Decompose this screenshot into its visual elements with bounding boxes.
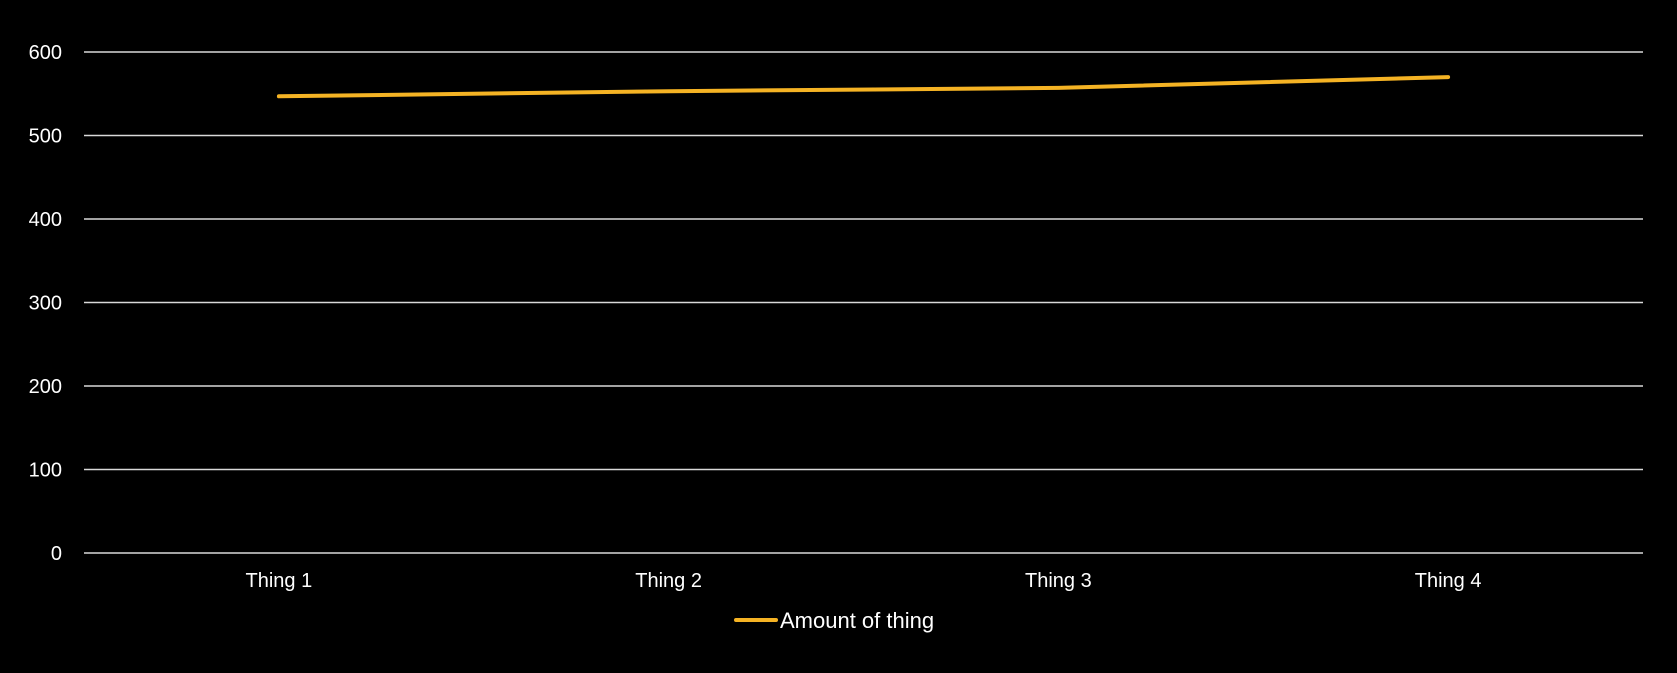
y-axis-tick-labels: 0 100 200 300 400 500 600: [29, 42, 62, 565]
x-tick-label: Thing 4: [1415, 570, 1482, 592]
y-tick-label: 300: [29, 293, 62, 315]
legend: Amount of thing: [734, 608, 934, 633]
series-line: [276, 75, 1451, 99]
y-tick-label: 600: [29, 42, 62, 64]
gridlines: [84, 51, 1643, 554]
x-tick-label: Thing 3: [1025, 570, 1092, 592]
series-lines: [276, 75, 1451, 99]
x-axis-tick-labels: Thing 1 Thing 2 Thing 3 Thing 4: [246, 570, 1482, 592]
x-tick-label: Thing 2: [635, 570, 702, 592]
y-tick-label: 200: [29, 376, 62, 398]
y-tick-label: 400: [29, 209, 62, 231]
y-tick-label: 100: [29, 460, 62, 482]
legend-label: Amount of thing: [780, 608, 934, 633]
y-tick-label: 500: [29, 126, 62, 148]
x-tick-label: Thing 1: [246, 570, 313, 592]
y-tick-label: 0: [51, 543, 62, 565]
